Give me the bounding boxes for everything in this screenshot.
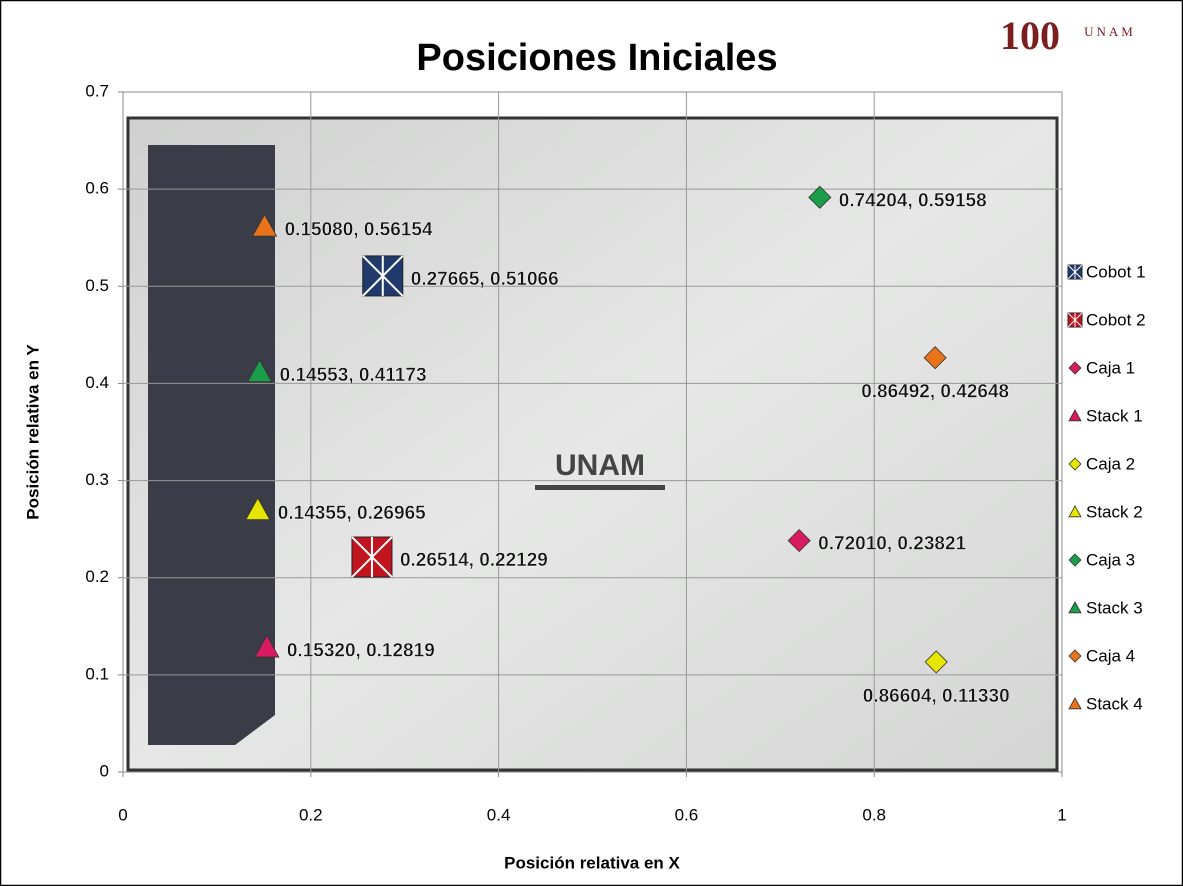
point [351, 536, 393, 578]
x-tick-label: 1 [1057, 805, 1066, 824]
y-tick-label: 0.2 [85, 567, 109, 586]
marker-cross [362, 255, 404, 297]
legend-label: Stack 2 [1086, 502, 1143, 521]
legend-label: Caja 2 [1086, 454, 1135, 473]
marker [1068, 361, 1082, 375]
photo-text: UNAM [555, 449, 645, 482]
marker [1068, 601, 1082, 614]
photo-rail [148, 145, 275, 745]
x-tick-label: 0.4 [487, 805, 511, 824]
x-tick-label: 0.6 [675, 805, 699, 824]
legend-label: Caja 1 [1086, 358, 1135, 377]
x-tick-label: 0.2 [299, 805, 323, 824]
y-tick-label: 0.4 [85, 373, 109, 392]
data-label: 0.74204, 0.59158 [839, 190, 987, 211]
point [923, 346, 947, 370]
marker [1068, 553, 1082, 567]
chart-title: Posiciones Iniciales [416, 37, 777, 79]
y-tick-label: 0.3 [85, 470, 109, 489]
y-tick-label: 0.7 [85, 81, 109, 100]
x-tick-label: 0.8 [862, 805, 886, 824]
data-label: 0.26514, 0.22129 [400, 550, 548, 571]
data-label: 0.72010, 0.23821 [818, 534, 966, 555]
point [254, 634, 280, 658]
y-tick-label: 0 [100, 761, 109, 780]
marker [1068, 409, 1082, 422]
legend-label: Stack 3 [1086, 598, 1143, 617]
data-label: 0.86492, 0.42648 [861, 382, 1009, 403]
point [246, 359, 273, 383]
legend-label: Cobot 1 [1086, 262, 1146, 281]
marker-cross [1067, 264, 1083, 280]
data-label: 0.86604, 0.11330 [863, 686, 1010, 707]
marker [1068, 505, 1082, 518]
y-axis-label: Posición relativa en Y [23, 344, 42, 520]
y-tick-label: 0.5 [85, 276, 109, 295]
marker [1068, 649, 1082, 663]
marker [1068, 697, 1082, 710]
logo-text: UNAM [1084, 24, 1136, 39]
point [245, 497, 271, 521]
marker [1067, 264, 1083, 280]
data-label: 0.27665, 0.51066 [411, 269, 559, 290]
x-tick-label: 0 [118, 805, 127, 824]
marker-cross [351, 536, 393, 578]
point [924, 650, 948, 674]
photo-background [128, 118, 1057, 770]
data-label: 0.15320, 0.12819 [287, 640, 435, 661]
data-label: 0.14355, 0.26965 [278, 503, 426, 524]
legend-label: Stack 1 [1086, 406, 1143, 425]
marker-cross [1067, 312, 1083, 328]
y-tick-label: 0.6 [85, 179, 109, 198]
point [787, 529, 811, 553]
photo-underline [535, 485, 665, 490]
logo-number: 100 [1000, 13, 1060, 58]
plot-border [122, 91, 1063, 773]
photo-border [126, 116, 1059, 772]
data-label: 0.14553, 0.41173 [280, 365, 427, 386]
legend-label: Cobot 2 [1086, 310, 1146, 329]
point [251, 213, 278, 237]
data-label: 0.15080, 0.56154 [285, 220, 433, 241]
legend-label: Caja 4 [1086, 646, 1135, 665]
point [362, 255, 404, 297]
legend-label: Stack 4 [1086, 694, 1143, 713]
point [808, 185, 832, 209]
marker [1068, 457, 1082, 471]
x-axis-label: Posición relativa en X [504, 853, 680, 872]
legend-label: Caja 3 [1086, 550, 1135, 569]
marker [1067, 312, 1083, 328]
y-tick-label: 0.1 [85, 664, 109, 683]
